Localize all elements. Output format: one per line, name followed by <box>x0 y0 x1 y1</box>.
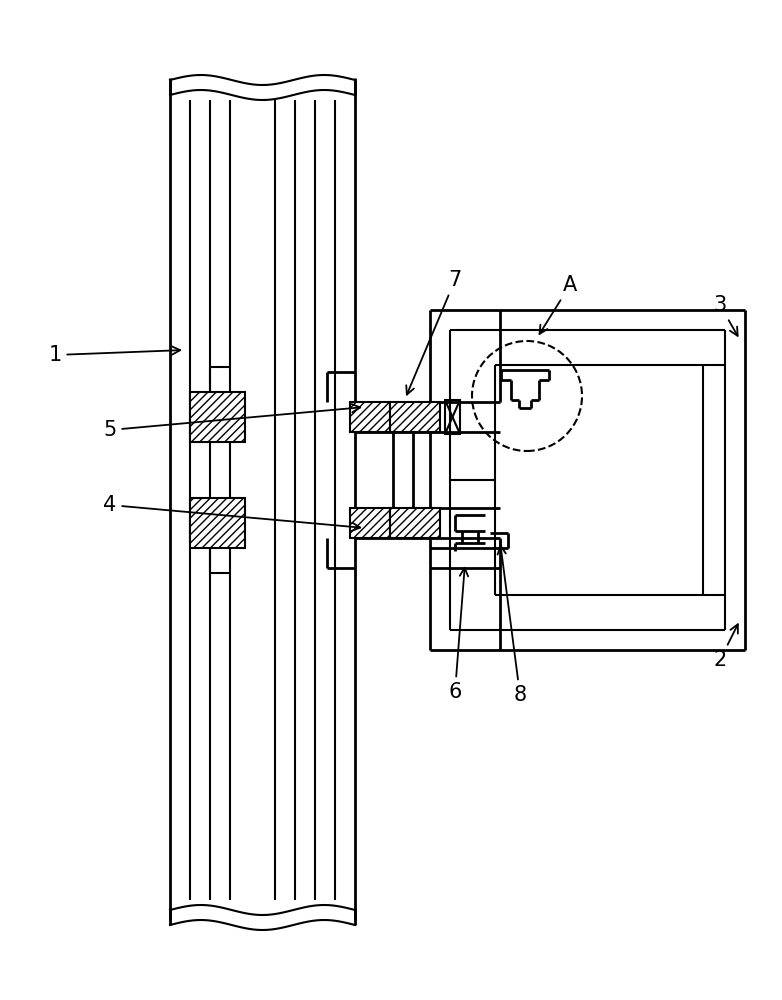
Text: 3: 3 <box>713 295 737 336</box>
Bar <box>445 400 460 434</box>
Bar <box>390 508 440 538</box>
Bar <box>390 402 440 432</box>
Text: A: A <box>540 275 577 334</box>
Text: 8: 8 <box>497 546 526 705</box>
Text: 2: 2 <box>713 624 738 670</box>
Bar <box>190 392 245 442</box>
Text: 4: 4 <box>103 495 361 531</box>
Bar <box>350 402 390 432</box>
Bar <box>350 508 390 538</box>
Text: 6: 6 <box>448 568 468 702</box>
Text: 7: 7 <box>406 270 461 395</box>
Text: 1: 1 <box>48 345 180 365</box>
Text: 5: 5 <box>103 404 361 440</box>
Bar <box>190 498 245 548</box>
